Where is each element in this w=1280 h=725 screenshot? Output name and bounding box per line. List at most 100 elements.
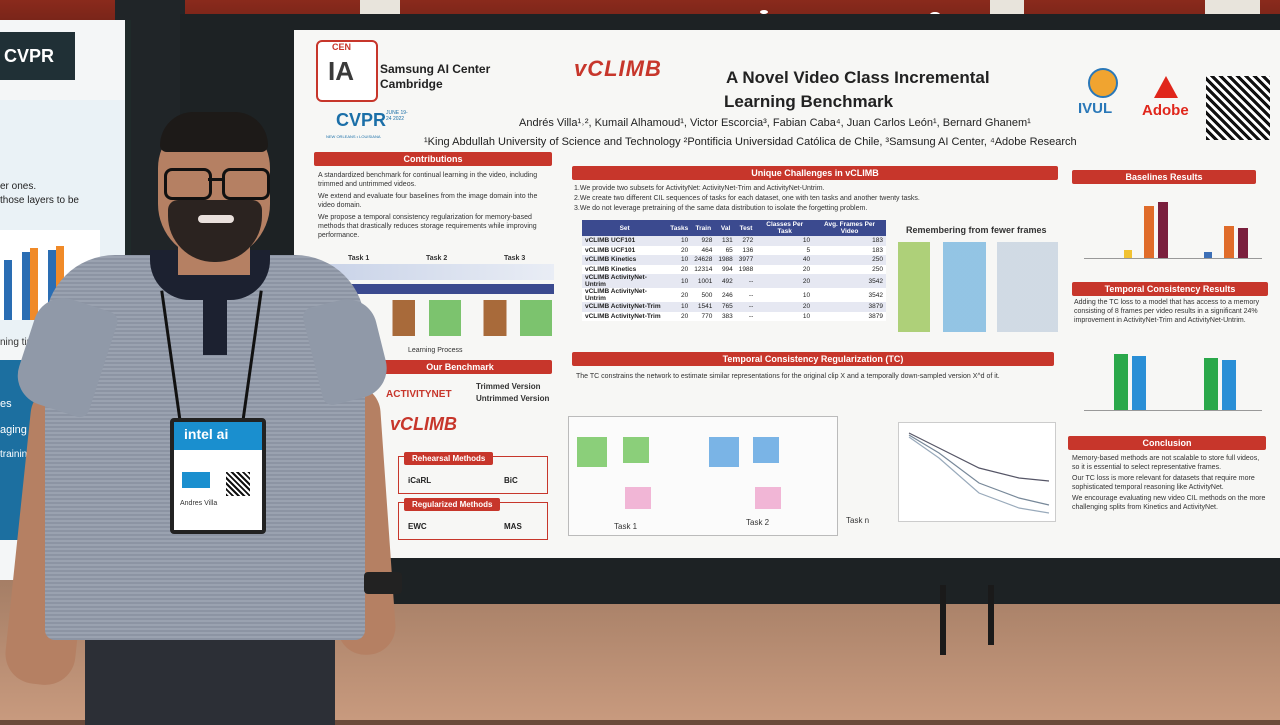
table-cell: vCLIMB ActivityNet-Trim <box>582 311 668 321</box>
task-label: Task 2 <box>426 255 448 262</box>
presenter: intel ai Andres Villa <box>0 0 420 725</box>
table-cell: 250 <box>813 255 886 265</box>
bar <box>1158 202 1168 258</box>
vclimb-logo-small: vCLIMB <box>390 414 490 438</box>
table-header-cell: Tasks <box>667 220 692 236</box>
tc-task-label: Task 2 <box>746 518 770 527</box>
table-cell: 3542 <box>813 274 886 288</box>
table-cell: 10 <box>756 288 814 302</box>
cvpr-badge-text: CVPR <box>4 46 55 66</box>
table-cell: 464 <box>691 245 716 255</box>
tc-task-label: Task 1 <box>614 522 638 531</box>
benchmark-table: Set Tasks Train Val Test Classes Per Tas… <box>582 220 886 321</box>
table-cell: 1988 <box>735 264 757 274</box>
remembering-diagram <box>898 242 1058 332</box>
neighbor-text: es <box>0 398 12 410</box>
qr-code-icon <box>1206 76 1270 140</box>
tc-results-bar-chart <box>1084 346 1262 411</box>
vclimb-small-text: vCLIMB <box>390 414 457 434</box>
table-cell: 250 <box>813 264 886 274</box>
class-sequence-bar <box>318 284 554 294</box>
baselines-heading: Baselines Results <box>1072 170 1256 184</box>
conclusion-bullet: We encourage evaluating new video CIL me… <box>1072 495 1266 511</box>
cvpr-logo: CVPR <box>0 32 75 80</box>
table-cell: 994 <box>715 264 736 274</box>
tc-pipeline-diagram <box>568 416 838 536</box>
table-row: vCLIMB ActivityNet-Trim 10 1541 765 -- 20 3879 <box>582 302 886 312</box>
wristwatch <box>364 572 402 594</box>
bar <box>1204 252 1212 258</box>
tc-accuracy-plot <box>898 422 1056 522</box>
video-classifier <box>625 487 651 509</box>
table-header-cell: Test <box>735 220 757 236</box>
table-cell: 20 <box>667 311 692 321</box>
poster-title-line1: A Novel Video Class Incremental <box>726 68 990 87</box>
table-cell: 131 <box>715 236 736 246</box>
table-header-cell: Avg. Frames Per Video <box>813 220 886 236</box>
tc-heading: Temporal Consistency Regularization (TC) <box>572 352 1054 366</box>
table-cell: 20 <box>667 288 692 302</box>
challenges-heading: Unique Challenges in vCLIMB <box>572 166 1058 180</box>
contribution-bullet: We extend and evaluate four baselines fr… <box>318 193 538 209</box>
bar <box>30 248 38 320</box>
cvpr-location: NEW ORLEANS • LOUISIANA <box>326 134 381 139</box>
table-cell: vCLIMB Kinetics <box>582 264 668 274</box>
bar <box>1222 360 1236 410</box>
bar <box>1224 226 1234 258</box>
task-label: Task 3 <box>504 255 526 262</box>
table-row: vCLIMB ActivityNet-Untrim 10 1001 492 -- 20 35… <box>582 274 886 288</box>
benchmark-heading: Our Benchmark <box>368 360 552 374</box>
hair <box>160 112 268 152</box>
table-cell: 3879 <box>813 311 886 321</box>
table-cell: 24628 <box>691 255 716 265</box>
glasses-right-lens <box>222 168 270 200</box>
table-cell: 246 <box>715 288 736 302</box>
table-cell: 136 <box>735 245 757 255</box>
video-frames <box>753 437 779 463</box>
table-header-cell: Val <box>715 220 736 236</box>
baselines-bar-chart <box>1084 188 1262 259</box>
table-cell: 383 <box>715 311 736 321</box>
tc-results-bullet: Adding the TC loss to a model that has a… <box>1074 299 1260 324</box>
neighbor-text: training tim <box>0 449 49 460</box>
cvpr-logo: CVPR JUNE 19-24 2022 NEW ORLEANS • LOUIS… <box>322 104 408 144</box>
bar <box>4 260 12 320</box>
task-thumbnails <box>324 264 554 280</box>
conclusion-heading: Conclusion <box>1068 436 1266 450</box>
badge-brand: intel ai <box>184 426 229 442</box>
table-cell: 10 <box>667 302 692 312</box>
board-leg <box>940 585 946 655</box>
table-cell: 3542 <box>813 288 886 302</box>
table-cell: 500 <box>691 288 716 302</box>
bar <box>1144 206 1154 258</box>
table-cell: 10 <box>667 255 692 265</box>
samsung-center-name: Samsung AI Center Cambridge <box>380 62 491 91</box>
tc-description: The TC constrains the network to estimat… <box>576 373 1000 380</box>
table-row: vCLIMB UCF101 10 928 131 272 10 183 <box>582 236 886 246</box>
adobe-logo-text: Adobe <box>1142 102 1189 119</box>
method-bic: BiC <box>504 476 518 485</box>
table-header-cell: Train <box>691 220 716 236</box>
badge-qr-icon <box>226 472 250 496</box>
video-frames <box>577 437 607 467</box>
table-cell: 1541 <box>691 302 716 312</box>
table-body: vCLIMB UCF101 10 928 131 272 10 183 vCLIMB UCF1… <box>582 236 886 321</box>
bar <box>1238 228 1248 258</box>
table-cell: 65 <box>715 245 736 255</box>
glasses-left-lens <box>164 168 212 200</box>
contributions-heading: Contributions <box>314 152 552 166</box>
table-cell: 10 <box>667 236 692 246</box>
method-mas: MAS <box>504 522 522 531</box>
badge-logo-icon <box>182 472 210 488</box>
table-cell: 20 <box>756 302 814 312</box>
table-cell: vCLIMB UCF101 <box>582 245 668 255</box>
rehearsal-methods-heading: Rehearsal Methods <box>404 452 494 465</box>
adobe-logo: Adobe <box>1142 76 1202 126</box>
challenge-bullet: 3.We do not leverage pretraining of the … <box>574 205 868 212</box>
smile <box>198 215 234 223</box>
bar <box>22 252 30 320</box>
table-cell: 272 <box>735 236 757 246</box>
task-label: Task 1 <box>348 255 370 262</box>
table-cell: 3977 <box>735 255 757 265</box>
trousers <box>85 625 335 725</box>
